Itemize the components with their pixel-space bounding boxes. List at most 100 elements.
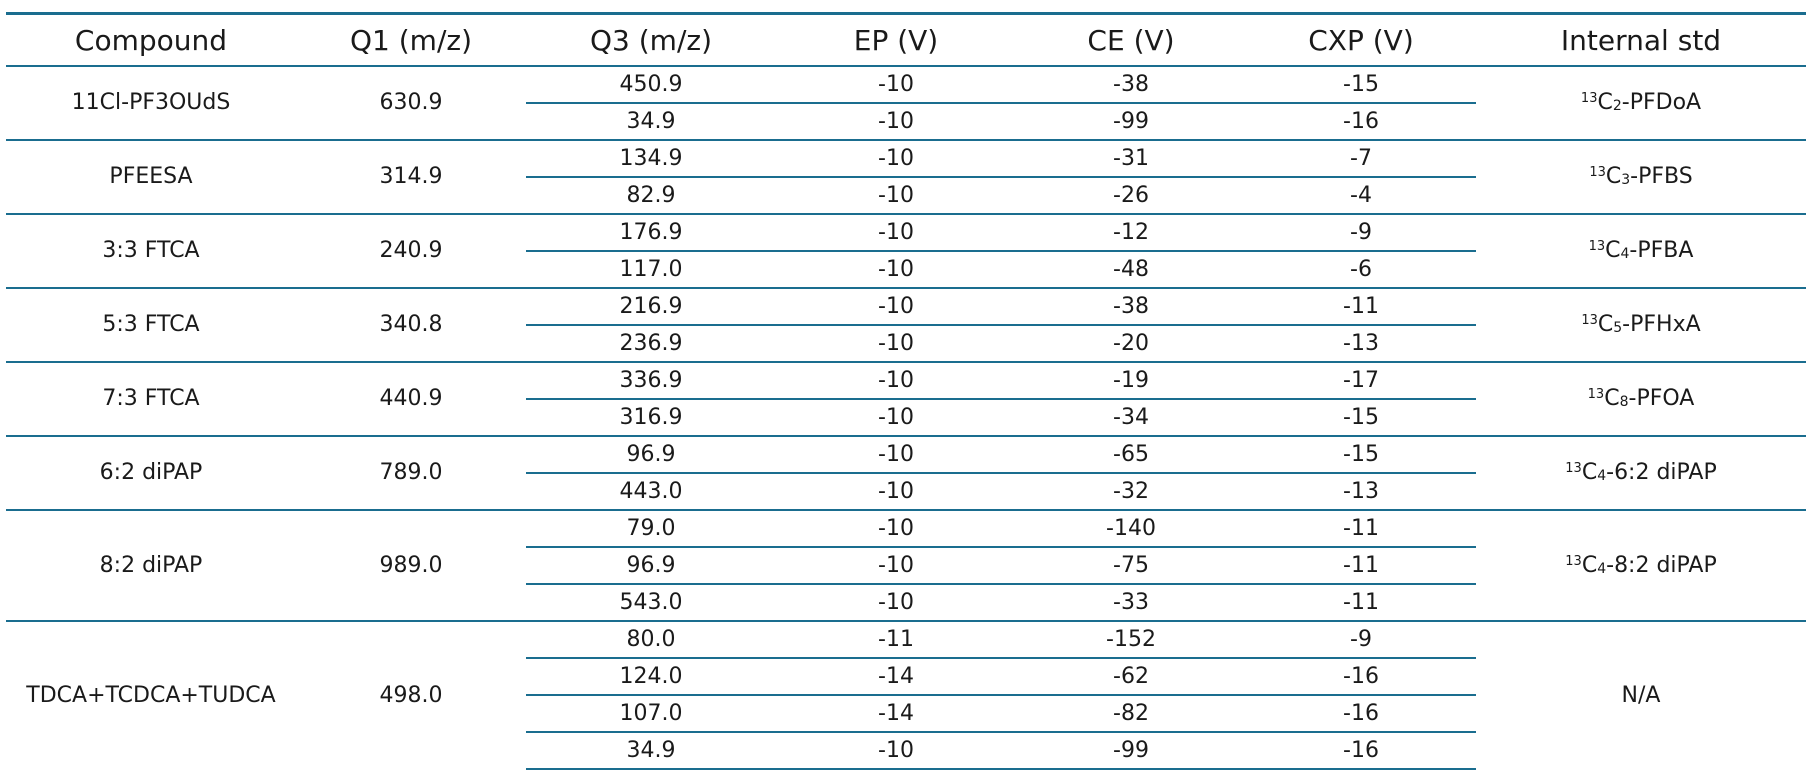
isotope-mass-number: 13 — [1589, 165, 1606, 180]
ep-cell: -10 — [878, 71, 914, 97]
cxp-cell: -13 — [1246, 324, 1476, 362]
q3-cell: 79.0 — [526, 509, 776, 547]
table-row: 3:3 FTCA 240.9 176.9 -10 -12 -9 13C4-PFBA — [6, 213, 1806, 288]
ce-cell: -82 — [1016, 694, 1246, 732]
cxp-cell: -9 — [1246, 620, 1476, 658]
q3-cell: 450.9 — [619, 71, 683, 97]
cxp-cell: -11 — [1246, 583, 1476, 621]
compound-cell: 6:2 diPAP — [6, 435, 296, 510]
q3-cell: 96.9 — [526, 546, 776, 584]
cxp-cell: -16 — [1246, 102, 1476, 140]
ce-cell: -48 — [1016, 250, 1246, 288]
isotope-element: C — [1581, 552, 1598, 578]
table-row: 5:3 FTCA 340.8 216.9 -10 -38 -11 13C5-PFHxA — [6, 287, 1806, 362]
cxp-cell: -16 — [1246, 657, 1476, 695]
header-ce: CE (V) — [1016, 12, 1246, 67]
q3-cell: 34.9 — [526, 102, 776, 140]
isotope-mass-number: 13 — [1580, 91, 1598, 106]
isotope-element: C — [1604, 386, 1620, 411]
q3-cell: 80.0 — [526, 620, 776, 658]
ce-cell: -65 — [1016, 435, 1246, 473]
cxp-cell: -4 — [1246, 176, 1476, 214]
ep-cell: -10 — [776, 472, 1016, 510]
cxp-cell: -15 — [1343, 71, 1379, 97]
compound-cell: 5:3 FTCA — [6, 287, 296, 362]
ce-cell: -32 — [1016, 472, 1246, 510]
header-compound: Compound — [6, 12, 296, 67]
q1-cell: 240.9 — [296, 213, 526, 288]
cxp-cell: -6 — [1246, 250, 1476, 288]
ce-cell: -140 — [1016, 509, 1246, 547]
ep-cell: -10 — [776, 176, 1016, 214]
q3-cell: 336.9 — [526, 361, 776, 399]
isotope-count: 4 — [1597, 468, 1607, 484]
isotope-count: 8 — [1619, 394, 1629, 410]
table-row: 96.9 -10 -75 -11 — [6, 546, 1806, 584]
mrm-parameters-table: Compound Q1 (m/z) Q3 (m/z) EP (V) CE (V)… — [6, 12, 1806, 770]
ep-cell: -14 — [776, 694, 1016, 732]
table-row: 8:2 diPAP 989.0 79.0 -10 -140 -11 13C4-8:2 diP… — [6, 509, 1806, 621]
ce-cell: -99 — [1016, 102, 1246, 140]
ce-cell: -152 — [1016, 620, 1246, 658]
header-q3: Q3 (m/z) — [526, 12, 776, 67]
internal-std-name: -PFDoA — [1621, 90, 1702, 115]
ep-cell: -10 — [776, 287, 1016, 325]
cxp-cell: -13 — [1246, 472, 1476, 510]
ce-cell: -19 — [1016, 361, 1246, 399]
q1-cell: 440.9 — [296, 361, 526, 436]
ep-cell: -10 — [776, 361, 1016, 399]
header-cxp: CXP (V) — [1246, 12, 1476, 67]
cxp-cell: -11 — [1246, 509, 1476, 547]
table-row: PFEESA 314.9 134.9 -10 -31 -7 13C3-PFBS — [6, 139, 1806, 214]
ep-cell: -10 — [776, 435, 1016, 473]
ep-cell: -11 — [776, 620, 1016, 658]
q3-cell: 134.9 — [526, 139, 776, 177]
internal-std-cell: 13C2-PFDoA — [1476, 66, 1806, 140]
table-row: 236.9 -10 -20 -13 — [6, 324, 1806, 362]
q3-cell: 82.9 — [526, 176, 776, 214]
header-row: Compound Q1 (m/z) Q3 (m/z) EP (V) CE (V)… — [6, 12, 1806, 67]
internal-std-name: -PFHxA — [1622, 312, 1701, 337]
q3-cell: 34.9 — [526, 731, 776, 770]
table-row: 443.0 -10 -32 -13 — [6, 472, 1806, 510]
cxp-cell: -11 — [1246, 546, 1476, 584]
header-q1: Q1 (m/z) — [296, 12, 526, 67]
table-row: 7:3 FTCA 440.9 336.9 -10 -19 -17 13C8-PFOA — [6, 361, 1806, 436]
ce-cell: -34 — [1016, 398, 1246, 436]
isotope-count: 3 — [1621, 172, 1631, 188]
table-row: 6:2 diPAP 789.0 96.9 -10 -65 -15 13C4-6:2 diPA… — [6, 435, 1806, 510]
ce-cell: -38 — [1113, 71, 1149, 97]
q3-cell: 216.9 — [526, 287, 776, 325]
q3-cell: 96.9 — [526, 435, 776, 473]
isotope-element: C — [1605, 238, 1621, 263]
internal-std-cell: 13C4-8:2 diPAP — [1476, 509, 1806, 621]
isotope-mass-number: 13 — [1581, 313, 1598, 328]
ce-cell: -99 — [1016, 731, 1246, 770]
compound-cell: TDCA+TCDCA+TUDCA — [6, 620, 296, 769]
table-row: 82.9 -10 -26 -4 — [6, 176, 1806, 214]
isotope-element: C — [1597, 312, 1614, 337]
internal-std-cell: 13C5-PFHxA — [1476, 287, 1806, 362]
ep-cell: -10 — [776, 731, 1016, 770]
q1-cell: 340.8 — [296, 287, 526, 362]
compound-cell: 11Cl-PF3OUdS — [71, 90, 231, 115]
q1-cell: 989.0 — [296, 509, 526, 621]
isotope-mass-number: 13 — [1588, 239, 1606, 254]
ep-cell: -10 — [776, 250, 1016, 288]
ce-cell: -38 — [1016, 287, 1246, 325]
internal-std-name: -PFBA — [1629, 238, 1694, 263]
isotope-element: C — [1605, 164, 1622, 189]
table-row: 107.0 -14 -82 -16 — [6, 694, 1806, 732]
internal-std-label: N/A — [1621, 682, 1661, 708]
table-body: 11Cl-PF3OUdS 630.9 450.9 -10 -38 -15 13C2-PFDo… — [6, 66, 1806, 770]
table-row: 117.0 -10 -48 -6 — [6, 250, 1806, 288]
cxp-cell: -7 — [1246, 139, 1476, 177]
ep-cell: -10 — [776, 102, 1016, 140]
q3-cell: 176.9 — [526, 213, 776, 251]
ep-cell: -10 — [776, 546, 1016, 584]
ce-cell: -62 — [1016, 657, 1246, 695]
isotope-mass-number: 13 — [1565, 461, 1582, 476]
table-row: 316.9 -10 -34 -15 — [6, 398, 1806, 436]
internal-std-cell: 13C4-6:2 diPAP — [1476, 435, 1806, 510]
q3-cell: 117.0 — [526, 250, 776, 288]
